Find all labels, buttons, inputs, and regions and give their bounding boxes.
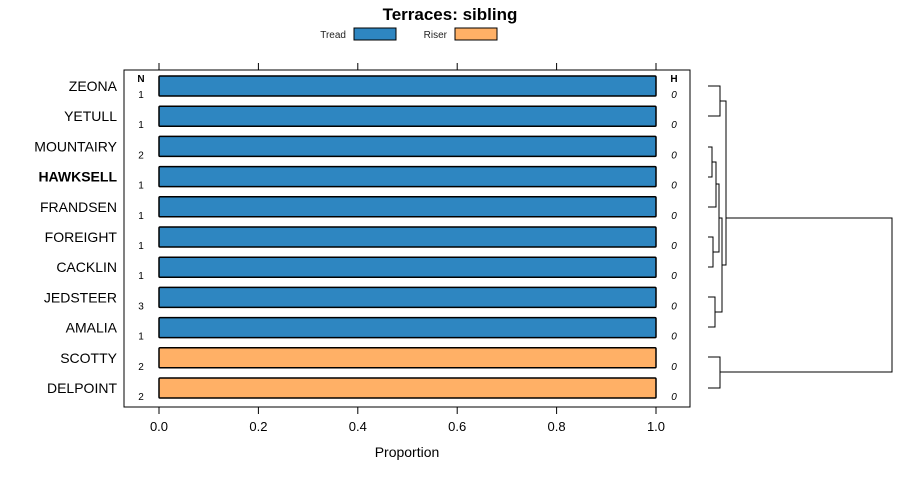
bar-yetull-tread — [158, 105, 657, 127]
n-value: 1 — [138, 241, 144, 252]
n-value: 2 — [138, 392, 144, 403]
bar-mountairy-tread — [158, 135, 657, 158]
bar-zeona-tread — [158, 75, 657, 97]
row-label-jedsteer: JEDSTEER — [44, 289, 117, 305]
bars — [158, 75, 657, 399]
n-value: 2 — [138, 362, 144, 373]
n-header: N — [137, 74, 144, 85]
h-value: 0 — [671, 120, 677, 131]
x-tick-label: 0.4 — [349, 419, 367, 434]
n-value: 1 — [138, 181, 144, 192]
h-value: 0 — [671, 332, 677, 343]
row-label-cacklin: CACKLIN — [56, 259, 117, 275]
n-value: 1 — [138, 211, 144, 222]
legend: Tread Riser — [320, 27, 498, 41]
row-label-frandsen: FRANDSEN — [40, 199, 117, 215]
x-tick-label: 0.0 — [150, 419, 168, 434]
n-value: 1 — [138, 120, 144, 131]
n-value: 1 — [138, 90, 144, 101]
x-tick-label: 0.2 — [249, 419, 267, 434]
bar-foreight-tread — [158, 226, 657, 248]
bar-hawksell-tread — [158, 165, 657, 188]
n-value: 1 — [138, 271, 144, 282]
x-axis-title: Proportion — [375, 444, 440, 460]
row-label-mountairy: MOUNTAIRY — [34, 138, 117, 154]
axes: 0.0 0.2 0.4 0.6 0.8 1.0 — [150, 63, 665, 434]
legend-swatch-riser — [454, 27, 498, 41]
dendro-branch — [708, 296, 716, 328]
row-label-zeona: ZEONA — [69, 78, 118, 94]
n-value: 2 — [138, 150, 144, 161]
h-value: 0 — [671, 362, 677, 373]
dendro-branch — [720, 217, 893, 373]
row-label-delpoint: DELPOINT — [47, 380, 117, 396]
x-tick-label: 1.0 — [647, 419, 665, 434]
h-value: 0 — [671, 211, 677, 222]
bar-cacklin-tread — [158, 256, 657, 278]
h-value: 0 — [671, 241, 677, 252]
row-label-scotty: SCOTTY — [60, 350, 117, 366]
dendro-branch — [720, 100, 727, 266]
legend-label-riser: Riser — [424, 30, 448, 41]
h-value: 0 — [671, 150, 677, 161]
bar-jedsteer-tread — [158, 286, 657, 309]
chart-title: Terraces: sibling — [383, 5, 518, 24]
dendro-branch — [708, 236, 714, 268]
bar-amalia-tread — [158, 316, 657, 339]
h-value: 0 — [671, 392, 677, 403]
legend-label-tread: Tread — [320, 30, 346, 41]
bar-frandsen-tread — [158, 196, 657, 218]
legend-swatch-tread — [353, 27, 397, 41]
h-value: 0 — [671, 271, 677, 282]
dendro-branch — [708, 146, 713, 178]
plot-frame — [123, 69, 691, 408]
dendrogram — [708, 85, 893, 389]
n-value: 1 — [138, 332, 144, 343]
dendro-branch — [708, 356, 721, 389]
row-label-hawksell: HAWKSELL — [38, 169, 117, 185]
row-label-foreight: FOREIGHT — [45, 229, 118, 245]
x-tick-label: 0.8 — [548, 419, 566, 434]
row-label-yetull: YETULL — [64, 108, 117, 124]
x-tick-label: 0.6 — [448, 419, 466, 434]
row-labels: ZEONA 1 0 YETULL 1 0 MOUNTAIRY 2 0 HAWKSELL 1 0 FRAN… — [34, 74, 677, 403]
h-value: 0 — [671, 181, 677, 192]
row-label-amalia: AMALIA — [66, 320, 118, 336]
h-value: 0 — [671, 90, 677, 101]
h-value: 0 — [671, 301, 677, 312]
bar-scotty-riser — [158, 347, 657, 369]
bar-delpoint-riser — [158, 377, 657, 399]
h-header: H — [670, 74, 677, 85]
dendro-branch — [708, 85, 721, 117]
n-value: 3 — [138, 301, 144, 312]
